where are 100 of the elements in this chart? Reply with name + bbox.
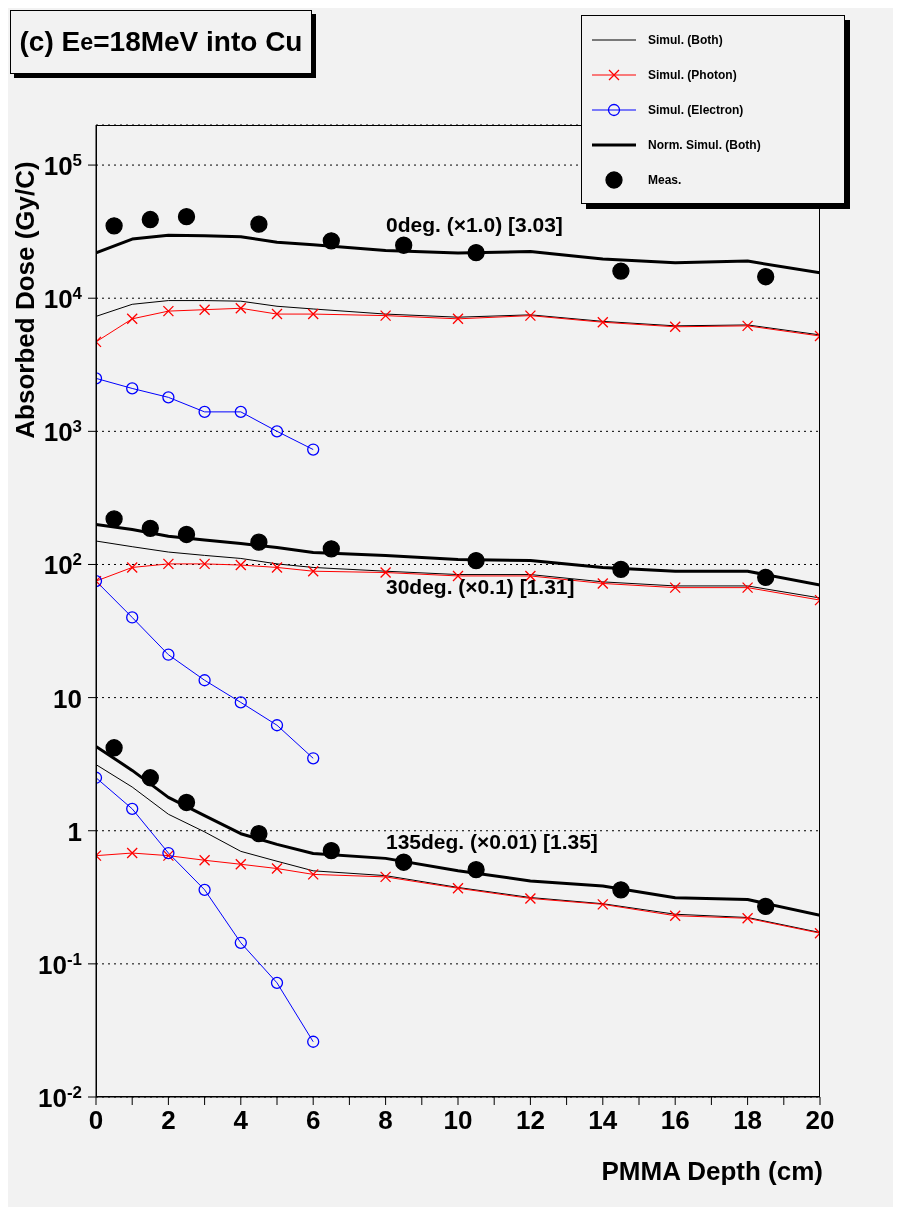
- point: [757, 268, 775, 286]
- point: [307, 1035, 320, 1048]
- y-tick-label: 10$^{-2}$: [38, 1082, 82, 1113]
- point: [198, 558, 211, 570]
- point: [177, 207, 196, 226]
- point: [162, 558, 175, 570]
- point: [271, 308, 283, 320]
- point: [307, 443, 320, 456]
- point: [669, 321, 681, 333]
- point: [198, 304, 211, 316]
- point: [271, 561, 283, 574]
- point: [198, 883, 211, 896]
- x-tick-label: 0: [88, 1105, 104, 1135]
- point: [307, 752, 320, 765]
- point: [105, 217, 123, 235]
- point: [177, 525, 196, 544]
- point: [452, 313, 464, 325]
- legend-label: Meas.: [648, 172, 682, 187]
- point: [395, 853, 413, 871]
- point: [235, 559, 247, 571]
- point: [467, 861, 485, 879]
- point: [177, 793, 196, 812]
- point: [612, 560, 630, 578]
- y-tick-label: 1: [67, 816, 82, 847]
- legend-label: Simul. (Electron): [648, 102, 744, 117]
- point: [379, 871, 392, 883]
- point: [235, 858, 247, 870]
- x-tick-label: 8: [378, 1105, 393, 1135]
- point: [741, 581, 754, 594]
- y-tick-label: 10$^{4}$: [43, 283, 83, 315]
- point: [250, 825, 268, 843]
- point: [234, 405, 247, 419]
- point: [126, 561, 138, 574]
- annotation: 30deg. (×0.1) [1.31]: [386, 575, 575, 599]
- point: [162, 305, 175, 317]
- point: [757, 897, 775, 916]
- point: [105, 510, 123, 528]
- x-tick-label: 20: [805, 1105, 835, 1135]
- point: [307, 565, 319, 577]
- point: [126, 847, 138, 859]
- point: [126, 313, 138, 325]
- point: [307, 868, 319, 881]
- x-tick-label: 4: [233, 1105, 249, 1135]
- point: [669, 910, 681, 922]
- point: [741, 912, 754, 924]
- point: [235, 302, 247, 314]
- x-tick-label: 16: [660, 1105, 690, 1135]
- point: [322, 232, 340, 250]
- point: [467, 243, 485, 262]
- point: [198, 405, 211, 419]
- annotation: 135deg. (×0.01) [1.35]: [386, 830, 598, 854]
- x-axis-title: PMMA Depth (cm): [601, 1156, 823, 1187]
- legend-label: Simul. (Both): [648, 32, 723, 47]
- point: [126, 382, 139, 395]
- legend-label: Norm. Simul. (Both): [648, 137, 761, 152]
- point: [126, 611, 139, 624]
- point: [612, 881, 630, 899]
- point: [126, 802, 139, 816]
- y-tick-label: 10$^{5}$: [43, 150, 82, 182]
- point: [141, 769, 159, 787]
- point: [162, 391, 175, 404]
- point: [757, 568, 775, 587]
- point: [198, 854, 211, 866]
- y-tick-label: 10$^{-1}$: [38, 949, 82, 980]
- point: [141, 210, 159, 229]
- annotation: 0deg. (×1.0) [3.03]: [386, 213, 563, 237]
- point: [467, 551, 485, 570]
- point: [524, 309, 537, 322]
- y-axis-title: Absorbed Dose (Gy/C): [9, 161, 41, 439]
- x-tick-label: 2: [161, 1105, 176, 1135]
- point: [307, 308, 319, 320]
- point: [198, 674, 211, 687]
- point: [270, 425, 284, 438]
- point: [322, 841, 340, 860]
- point: [250, 533, 268, 551]
- y-tick-label: 10: [53, 683, 82, 714]
- point: [234, 936, 247, 949]
- y-tick-label: 10$^{2}$: [43, 549, 82, 581]
- point: [379, 309, 392, 322]
- point: [524, 892, 537, 905]
- point: [395, 236, 413, 254]
- x-tick-label: 18: [733, 1105, 763, 1135]
- point: [250, 215, 268, 233]
- point: [270, 976, 284, 990]
- point: [141, 519, 159, 537]
- point: [271, 862, 283, 875]
- x-tick-label: 10: [443, 1105, 473, 1135]
- point: [597, 898, 609, 910]
- x-tick-label: 12: [515, 1105, 545, 1135]
- y-tick-label: 10$^{3}$: [43, 416, 82, 448]
- point: [379, 566, 392, 579]
- point: [597, 577, 609, 590]
- point: [669, 581, 681, 594]
- point: [452, 882, 464, 894]
- point: [597, 316, 609, 328]
- point: [162, 648, 175, 661]
- legend-label: Simul. (Photon): [648, 67, 737, 82]
- point: [322, 540, 340, 558]
- point: [270, 719, 284, 732]
- x-tick-label: 14: [588, 1105, 618, 1135]
